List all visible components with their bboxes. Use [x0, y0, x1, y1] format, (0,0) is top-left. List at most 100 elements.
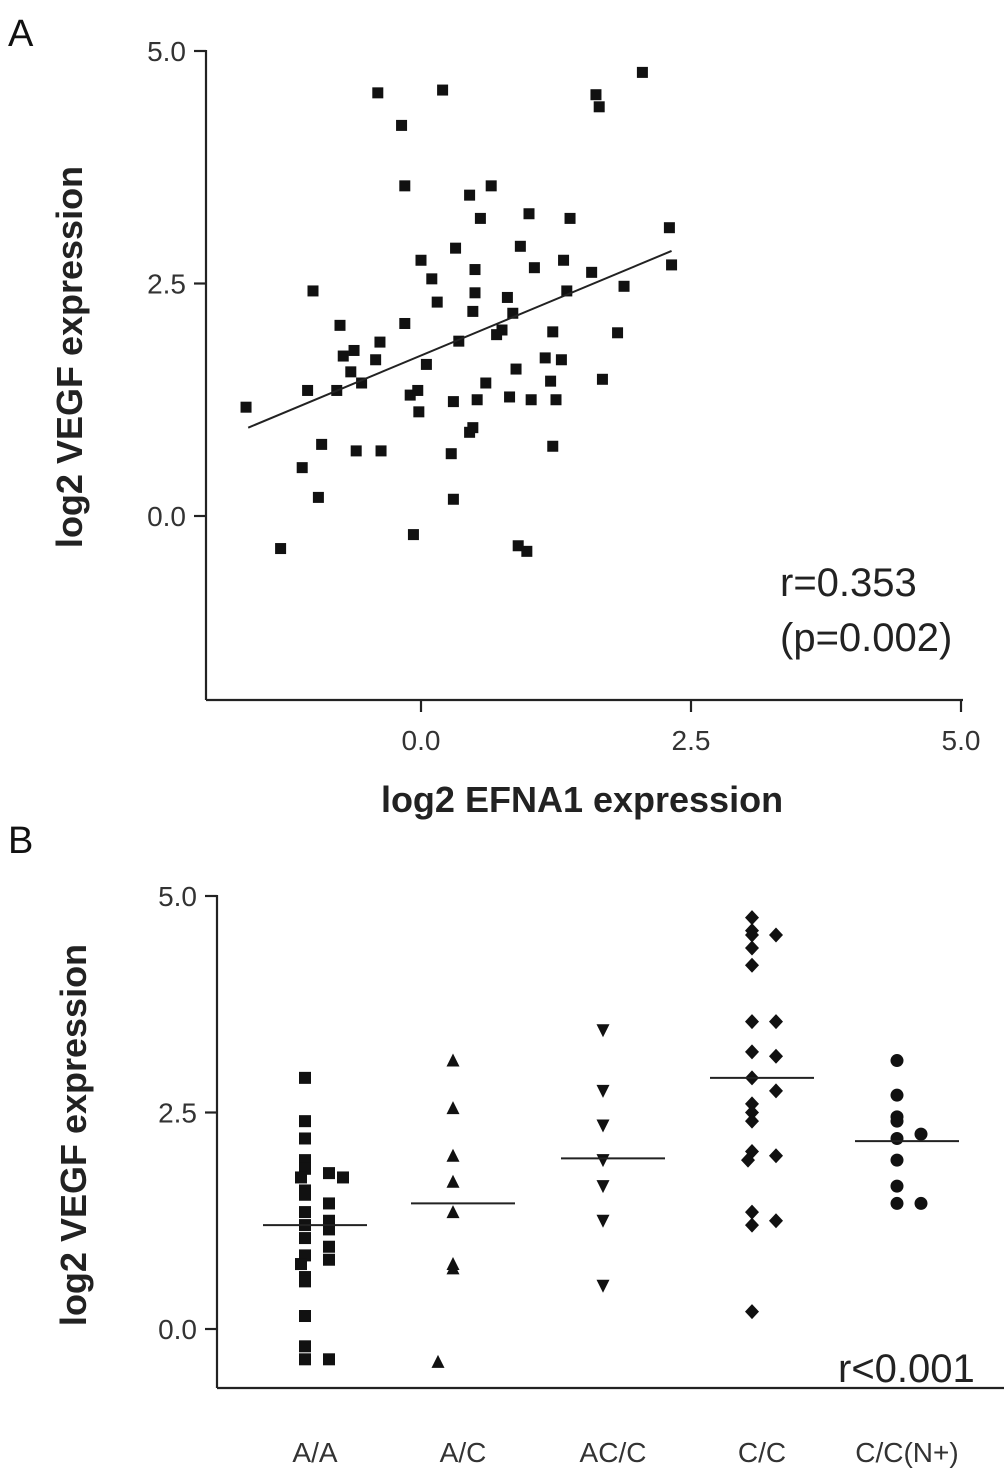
panel-a-point [512, 540, 524, 552]
panel-b-point [596, 1154, 610, 1168]
panel-b-point [299, 1188, 311, 1201]
panel-b-point [769, 1148, 783, 1164]
panel-a-point [561, 285, 573, 297]
panel-b-point [299, 1310, 311, 1323]
panel-a-point [586, 266, 598, 278]
panel-a-points [240, 66, 678, 557]
panel-b-point [745, 910, 759, 926]
panel-a-point [356, 377, 368, 389]
panel-b-point [890, 1153, 904, 1167]
panel-a-point [420, 358, 432, 370]
panel-b-point [446, 1148, 460, 1162]
panel-a-point [564, 212, 576, 224]
panel-a-point [590, 89, 602, 101]
panel-a-point [407, 529, 419, 541]
panel-b-point [745, 940, 759, 956]
panel-b-point [596, 1084, 610, 1098]
panel-a-point [415, 254, 427, 266]
panel-b-point [446, 1101, 460, 1115]
panel-b-point [446, 1261, 460, 1275]
panel-a-point [350, 445, 362, 457]
panel-b-point [596, 1180, 610, 1194]
panel-a-x-ticks: 0.0 2.5 5.0 [402, 700, 980, 756]
panel-a-point [504, 391, 516, 403]
panel-a-point [437, 84, 449, 96]
panel-a-point [539, 352, 551, 364]
panel-a-point [307, 285, 319, 297]
panel-b-point [745, 1014, 759, 1030]
panel-a-point [375, 445, 387, 457]
panel-b-categories: A/A A/C AC/C C/C C/C(N+) [292, 1437, 958, 1468]
panel-a-label: A [8, 13, 34, 55]
panel-a-point [467, 422, 479, 434]
panel-a-point [370, 354, 382, 366]
panel-b-point [323, 1223, 335, 1236]
panel-a-point [345, 366, 357, 378]
panel-b-point [299, 1353, 311, 1366]
panel-b-point [769, 1213, 783, 1229]
panel-a-point [550, 394, 562, 406]
panel-a-point [558, 254, 570, 266]
panel-a-point [374, 336, 386, 348]
panel-a-point [555, 354, 567, 366]
panel-b-category-label: C/C(N+) [855, 1437, 958, 1468]
panel-a-x-tick-label: 2.5 [672, 725, 711, 756]
panel-a-point [412, 384, 424, 396]
panel-b-point [596, 1024, 610, 1038]
panel-a-point [447, 493, 459, 505]
panel-a-point [471, 394, 483, 406]
panel-b-point [299, 1275, 311, 1288]
panel-a-y-tick-label: 5.0 [147, 36, 186, 67]
panel-a-point [413, 406, 425, 418]
panel-b-point [745, 1044, 759, 1060]
panel-b-point [299, 1115, 311, 1128]
panel-b-point [914, 1196, 928, 1210]
panel-a-point [275, 543, 287, 555]
panel-a-point [396, 119, 408, 131]
panel-b-category-label: AC/C [580, 1437, 647, 1468]
panel-b-category-label: C/C [738, 1437, 786, 1468]
panel-b-point [745, 927, 759, 943]
panel-b-point [323, 1197, 335, 1210]
panel-a-point [480, 377, 492, 389]
panel-a-fit-line [247, 250, 672, 429]
panel-b-point [323, 1167, 335, 1180]
panel-a-point [316, 438, 328, 450]
panel-b-point [446, 1053, 460, 1067]
panel-a-point [445, 448, 457, 460]
panel-b-point [769, 1014, 783, 1030]
panel-b-point [596, 1214, 610, 1228]
panel-b-point [745, 1096, 759, 1112]
panel-b-y-axis-label: log2 VEGF expression [53, 944, 94, 1326]
panel-a-point [467, 305, 479, 317]
panel-b-point [769, 927, 783, 943]
panel-a-y-tick-label: 2.5 [147, 269, 186, 300]
panel-b-label: B [8, 820, 33, 862]
panel-a-point [666, 259, 678, 271]
panel-a-point [521, 545, 533, 557]
panel-b-point [745, 1105, 759, 1120]
panel-a-correlation: r=0.353 [780, 561, 917, 605]
panel-b: B 0.0 2.5 5.0 A/A A/C AC/C C/C C/C(N+) log2 VE… [8, 820, 1004, 1468]
panel-b-point [295, 1171, 307, 1184]
panel-b-point [446, 1205, 460, 1219]
panel-a-point [618, 280, 630, 292]
panel-a-y-ticks: 0.0 2.5 5.0 [147, 36, 206, 532]
panel-b-y-tick-label: 2.5 [158, 1098, 197, 1129]
panel-a-point [348, 344, 360, 356]
panel-a-point [545, 375, 557, 387]
panel-a-point [514, 240, 526, 252]
panel-a-point [510, 363, 522, 375]
panel-b-point [890, 1131, 904, 1145]
panel-b-point [323, 1353, 335, 1366]
panel-a-point [240, 401, 252, 413]
panel-b-category-label: A/A [292, 1437, 337, 1468]
panel-b-point [745, 1304, 759, 1320]
panel-a-point [501, 291, 513, 303]
panel-b-point [299, 1232, 311, 1245]
panel-b-point [299, 1206, 311, 1219]
panel-b-point [337, 1171, 349, 1184]
panel-b-point [890, 1179, 904, 1193]
panel-b-point [745, 1113, 759, 1129]
